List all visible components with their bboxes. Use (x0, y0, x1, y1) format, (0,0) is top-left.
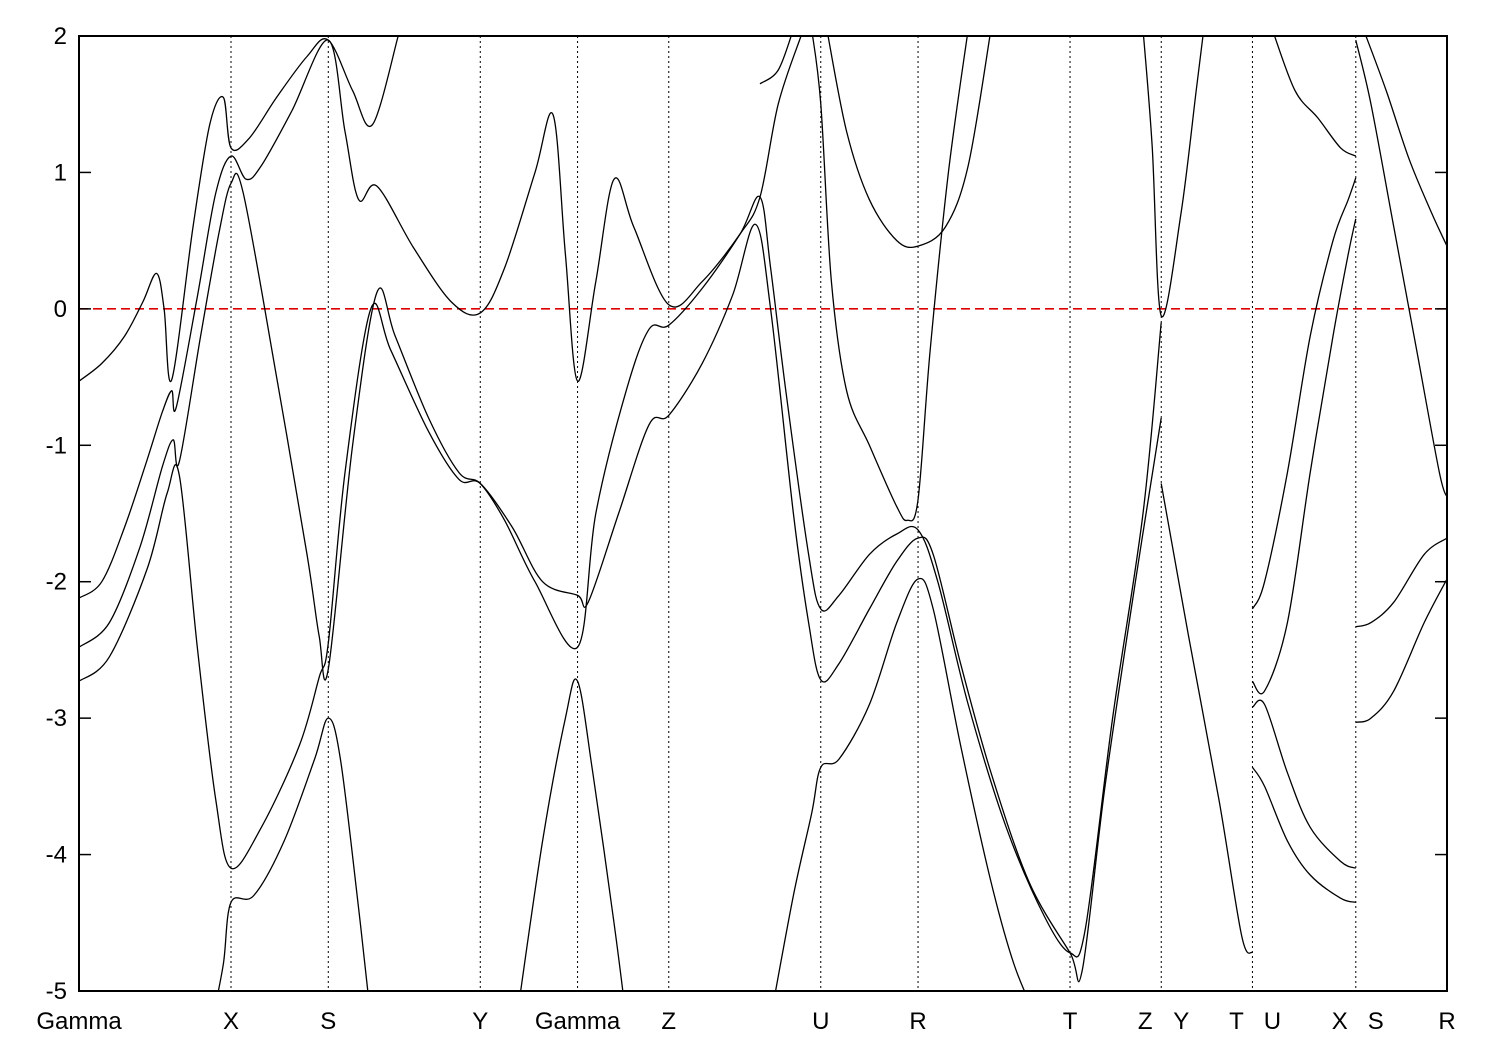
x-kpoint-label: X (223, 1008, 239, 1035)
band-line-1 (79, 36, 802, 599)
band-line-3 (79, 223, 1162, 983)
band-line-16 (1273, 36, 1357, 157)
y-tick-label: 0 (54, 296, 67, 323)
band-line-13 (1251, 218, 1357, 695)
band-line-10 (1142, 36, 1204, 318)
x-kpoint-label: Gamma (535, 1008, 621, 1035)
y-tick-label: 2 (54, 23, 67, 50)
band-line-2 (79, 172, 1162, 958)
band-line-6 (774, 577, 1026, 991)
x-kpoint-label: S (320, 1008, 336, 1035)
band-line-0 (79, 36, 399, 383)
y-tick-label: -1 (46, 432, 67, 459)
high-symmetry-lines (230, 36, 1357, 991)
x-kpoint-label: U (812, 1008, 829, 1035)
y-tick-label: -3 (46, 705, 67, 732)
x-kpoint-label: Z (1138, 1008, 1153, 1035)
band-line-11 (1160, 483, 1253, 954)
y-tick-label: -4 (46, 842, 67, 869)
x-kpoint-label: Gamma (36, 1008, 122, 1035)
band-line-19 (1355, 537, 1447, 628)
x-kpoint-label: Y (1173, 1008, 1189, 1035)
plot-frame (78, 35, 1448, 992)
band-line-7 (759, 36, 792, 85)
band-line-12 (1251, 177, 1357, 610)
band-line-17 (1355, 39, 1447, 498)
band-line-15 (1251, 766, 1356, 903)
band-line-20 (1355, 578, 1447, 723)
x-kpoint-label: Y (472, 1008, 488, 1035)
x-kpoint-label: U (1264, 1008, 1281, 1035)
y-tick-label: -2 (46, 569, 67, 596)
band-line-14 (1252, 699, 1357, 869)
x-kpoint-label: T (1229, 1008, 1244, 1035)
y-axis-ticks: -5 -4 -3 -2 -1 0 1 2 (46, 23, 1447, 1005)
x-kpoint-label: Z (661, 1008, 676, 1035)
band-line-8 (811, 36, 968, 522)
y-tick-label: -5 (46, 978, 67, 1005)
band-line-4 (217, 717, 369, 991)
y-tick-label: 1 (54, 159, 67, 186)
x-kpoint-label: R (1438, 1008, 1455, 1035)
band-line-18 (1365, 36, 1447, 247)
x-kpoint-label: S (1368, 1008, 1384, 1035)
x-kpoint-label: R (909, 1008, 926, 1035)
band-line-9 (827, 36, 991, 249)
band-line-5 (520, 678, 624, 991)
x-kpoint-label: X (1332, 1008, 1348, 1035)
band-lines (79, 36, 1447, 991)
x-kpoint-label: T (1063, 1008, 1078, 1035)
x-axis-kpoint-labels: Gamma X S Y Gamma Z U R T Z Y T U X S R (36, 1008, 1455, 1035)
